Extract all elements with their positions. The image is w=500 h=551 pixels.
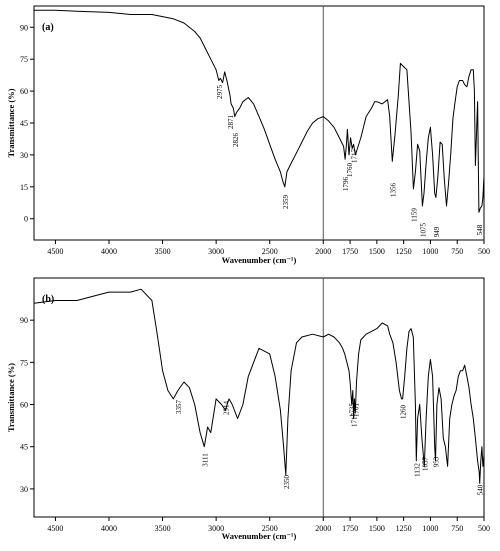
x-tick-label: 4000	[101, 524, 117, 533]
x-tick-label: 3500	[155, 247, 171, 256]
plot-frame	[33, 277, 485, 518]
peak-label: 2975	[216, 85, 224, 100]
y-tick-label: 45	[20, 443, 28, 452]
x-tick-label: 500	[478, 524, 490, 533]
peak-label: 1132	[413, 463, 421, 477]
peak-label: 1701	[352, 403, 360, 418]
x-tick-label: 1000	[422, 247, 438, 256]
x-tick-label: 4000	[101, 247, 117, 256]
x-axis-label: Wavenumber (cm⁻¹)	[222, 531, 297, 541]
peak-label: 540	[477, 484, 485, 495]
x-tick-label: 3000	[208, 524, 224, 533]
peak-label: 1057	[421, 457, 429, 472]
y-tick-label: 30	[20, 485, 28, 494]
x-tick-label: 3000	[208, 247, 224, 256]
panel-label: (a)	[42, 22, 54, 33]
peak-label: 3357	[175, 400, 183, 415]
x-tick-label: 2500	[262, 524, 278, 533]
x-tick-label: 750	[451, 247, 463, 256]
peak-label: 1717	[351, 413, 359, 428]
peak-label: 2350	[283, 475, 291, 490]
peak-label: 2826	[232, 133, 240, 148]
y-tick-label: 45	[20, 119, 28, 128]
peak-label: 2871	[227, 115, 235, 130]
x-tick-label: 1500	[369, 247, 385, 256]
y-axis-label: Transmittance (%)	[6, 88, 16, 157]
x-tick-label: 2000	[315, 247, 331, 256]
y-tick-label: 75	[20, 55, 28, 64]
spectrum-line	[33, 288, 485, 484]
x-tick-label: 4500	[47, 524, 63, 533]
peak-label: 953	[432, 456, 440, 467]
y-tick-label: 60	[20, 87, 28, 96]
x-tick-label: 1250	[396, 247, 412, 256]
peak-label: 1356	[389, 183, 397, 198]
peak-label: 2914	[222, 401, 230, 416]
y-tick-label: 15	[20, 183, 28, 192]
peak-label: 1075	[419, 223, 427, 238]
y-tick-label: 30	[20, 151, 28, 160]
y-axis-label: Transmittance (%)	[6, 363, 16, 432]
panel-label: (b)	[42, 294, 54, 305]
x-tick-label: 1750	[342, 247, 358, 256]
x-tick-label: 4500	[47, 247, 63, 256]
plot-frame	[33, 5, 485, 241]
peak-label: 1159	[410, 208, 418, 222]
x-tick-label: 1750	[342, 524, 358, 533]
x-tick-label: 2500	[262, 247, 278, 256]
peak-label: 1260	[400, 405, 408, 420]
peak-label: 1760	[346, 163, 354, 178]
x-tick-label: 1500	[369, 524, 385, 533]
x-tick-label: 1250	[396, 524, 412, 533]
peak-label: 548	[476, 224, 484, 235]
peak-label: 1717	[351, 149, 359, 164]
peak-label: 3111	[201, 453, 209, 467]
y-tick-label: 90	[20, 23, 28, 32]
y-tick-label: 0	[24, 215, 28, 224]
panel-b: 4500 4000 3500 3000 2500 2000 1750 1500 1250 1000…	[6, 277, 490, 541]
y-tick-label: 90	[20, 316, 28, 325]
x-tick-label: 750	[451, 524, 463, 533]
x-tick-label: 3500	[155, 524, 171, 533]
peak-label: 2359	[282, 195, 290, 210]
peak-label: 949	[433, 226, 441, 237]
peak-label: 1735	[349, 403, 357, 418]
y-tick-label: 75	[20, 358, 28, 367]
x-axis-label: Wavenumber (cm⁻¹)	[222, 255, 297, 265]
panel-a: 4500 4000 3500 3000 2500 2000 1750 1500 1250 1000…	[6, 5, 490, 265]
y-tick-label: 60	[20, 401, 28, 410]
peak-label: 1796	[342, 177, 350, 192]
spectrum-line	[34, 9, 485, 213]
x-tick-label: 500	[478, 247, 490, 256]
x-tick-label: 2000	[315, 524, 331, 533]
x-tick-label: 1000	[422, 524, 438, 533]
